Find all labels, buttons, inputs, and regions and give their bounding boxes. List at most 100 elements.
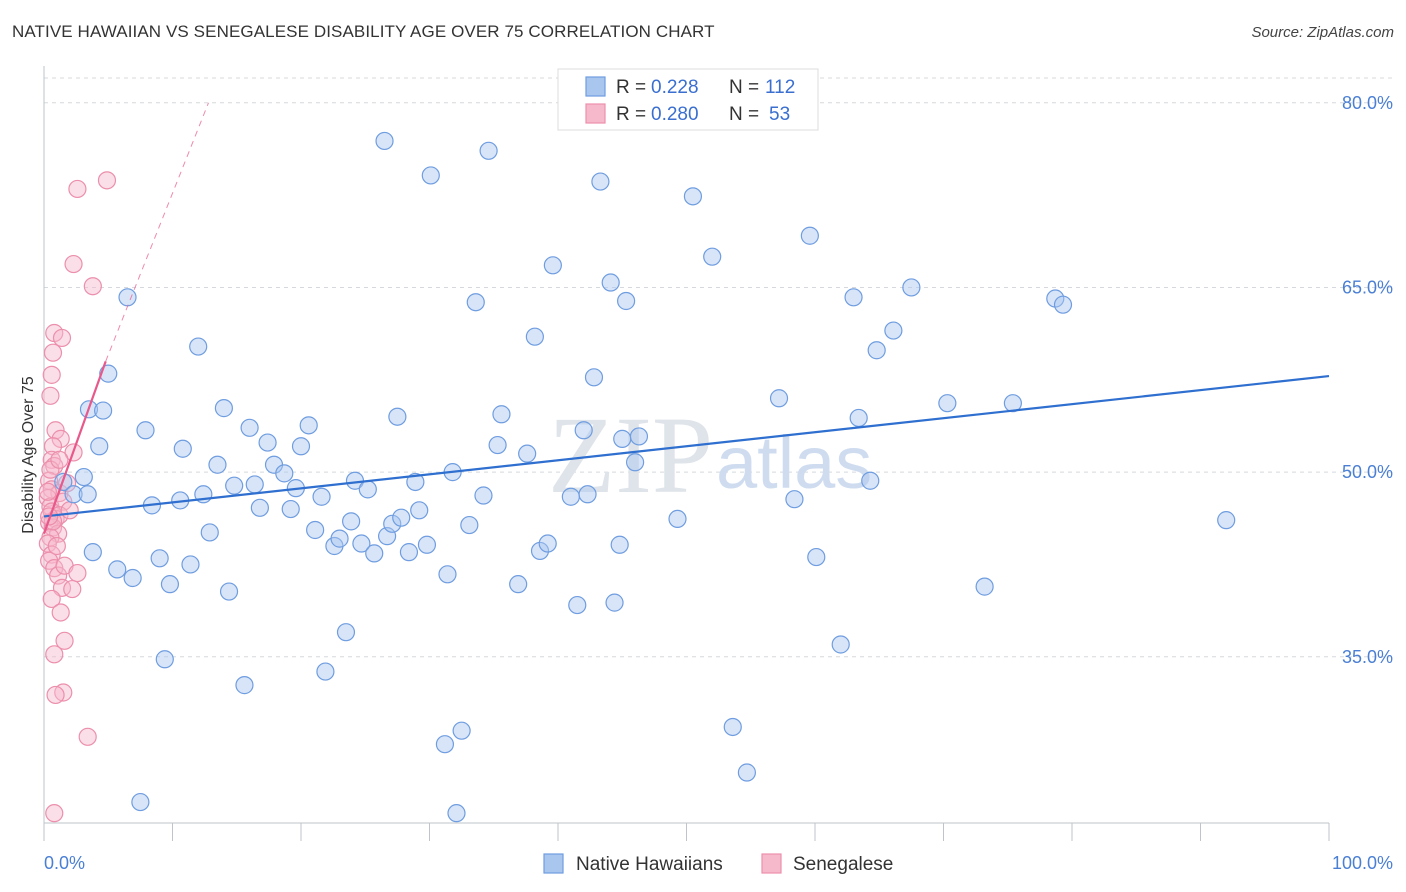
senegalese-point (83, 277, 102, 296)
native-hawaiian-point (417, 535, 437, 554)
senegalese-point (50, 450, 69, 469)
native-hawaiian-point (365, 544, 384, 563)
native-hawaiian-point (90, 437, 109, 456)
native-hawaiian-point (123, 568, 142, 588)
native-hawaiian-point (410, 501, 429, 520)
senegalese-point (68, 179, 87, 199)
senegalese-trendline-extension (105, 102, 209, 362)
senegalese-trendline (42, 360, 107, 535)
native-hawaiian-point (867, 341, 886, 360)
native-hawaiian-point (375, 131, 394, 151)
native-hawaiian-point (737, 763, 756, 782)
native-hawaiian-point (99, 364, 118, 383)
grid-layer (44, 77, 1392, 658)
native-hawaiian-point (200, 523, 219, 542)
native-hawaiian-point (849, 408, 868, 428)
y-axis-label: Disability Age Over 75 (20, 376, 37, 534)
native-hawaiian-point (447, 804, 466, 823)
native-hawaiian-point (613, 429, 632, 448)
native-hawaiian-point (831, 635, 850, 654)
bottom-legend-label-senegalese: Senegalese (793, 854, 893, 875)
y-tick-label: 35.0% (1342, 647, 1393, 667)
y-tick-label: 65.0% (1342, 277, 1393, 297)
bottom-legend-swatch-senegalese (761, 853, 782, 874)
native-hawaiian-point (668, 509, 687, 529)
native-hawaiian-point (629, 427, 649, 446)
native-hawaiian-point (136, 421, 155, 440)
legend-r-value-1: 0.228 (651, 77, 699, 98)
native-hawaiian-point (525, 327, 544, 346)
native-hawaiian-point (488, 435, 507, 455)
legend-swatch-native-hawaiians (585, 76, 606, 97)
senegalese-point (63, 579, 82, 599)
native-hawaiian-point (861, 471, 880, 490)
native-hawaiian-point (281, 499, 300, 519)
native-hawaiian-point (306, 520, 325, 540)
senegalese-point (41, 386, 60, 405)
native-hawaiian-point (769, 389, 789, 408)
native-hawaiian-point (258, 433, 277, 452)
native-hawaiian-point (543, 256, 562, 275)
native-hawaiian-point (83, 543, 102, 562)
native-hawaiian-point (406, 472, 425, 492)
native-hawaiian-point (108, 560, 127, 579)
legend-swatch-senegalese (585, 103, 606, 124)
native-hawaiian-point (723, 717, 742, 737)
native-hawaiian-point (518, 444, 537, 463)
native-hawaiian-point (625, 453, 645, 472)
native-hawaiian-point (466, 293, 485, 312)
native-hawaiian-point (330, 529, 349, 548)
native-hawaiian-point (312, 487, 331, 506)
senegalese-point (51, 429, 70, 448)
native-hawaiian-point (460, 515, 479, 535)
x-tick-label-min: 0.0% (44, 853, 85, 873)
native-hawaiian-point (703, 247, 722, 266)
y-tick-label: 80.0% (1342, 93, 1393, 113)
native-hawaiian-point (240, 418, 259, 437)
legend-n-value-2: 53 (769, 104, 790, 125)
native-hawaiian-point (421, 166, 440, 185)
native-hawaiian-point (160, 575, 180, 594)
senegalese-point (45, 804, 64, 823)
senegalese-point (97, 171, 117, 190)
native-hawaiian-point (591, 172, 610, 191)
native-hawaiian-point (118, 288, 137, 307)
native-hawaiian-point (938, 394, 957, 413)
native-hawaiian-point (610, 535, 629, 554)
native-hawaiian-point (64, 485, 83, 504)
native-hawaiian-point (785, 490, 804, 509)
senegalese-point (55, 631, 74, 650)
native-hawaiian-point (561, 487, 580, 506)
senegalese-point (45, 645, 64, 664)
senegalese-point (38, 482, 57, 501)
bottom-legend: Native Hawaiians Senegalese (543, 853, 893, 875)
native-hawaiian-point (474, 486, 493, 505)
native-hawaiian-point (574, 421, 593, 440)
legend-n-value-1: 112 (765, 77, 795, 98)
native-hawaiian-point (800, 226, 819, 245)
native-hawaiian-point (173, 439, 192, 458)
native-hawaiian-point (78, 485, 97, 504)
native-hawaiian-point (358, 480, 377, 499)
native-hawaiian-point (509, 575, 528, 594)
native-hawaiian-point (181, 555, 200, 574)
native-hawaiian-point (219, 582, 239, 601)
native-hawaiian-point (131, 792, 150, 812)
native-hawaiian-point (601, 273, 620, 292)
native-hawaiian-point (492, 405, 511, 424)
native-hawaiian-point (383, 514, 402, 533)
senegalese-point (42, 589, 61, 609)
native-hawaiian-point (438, 565, 457, 584)
native-hawaiian-point (150, 549, 169, 568)
native-hawaiian-point (336, 623, 356, 642)
bottom-legend-swatch-native-hawaiians (543, 853, 564, 874)
native-hawaiian-point (208, 455, 227, 474)
legend-r-label-1: R = (616, 77, 646, 98)
native-hawaiian-point (452, 721, 471, 740)
native-hawaiian-point (568, 595, 587, 615)
y-tick-label: 50.0% (1342, 462, 1393, 482)
tick-layer: 35.0% 50.0% 65.0% 80.0% 0.0% 100.0% (44, 93, 1393, 873)
native-hawaiian-trendline (43, 374, 1330, 518)
native-hawaiian-point (245, 475, 264, 494)
native-hawaiian-point (225, 476, 244, 495)
